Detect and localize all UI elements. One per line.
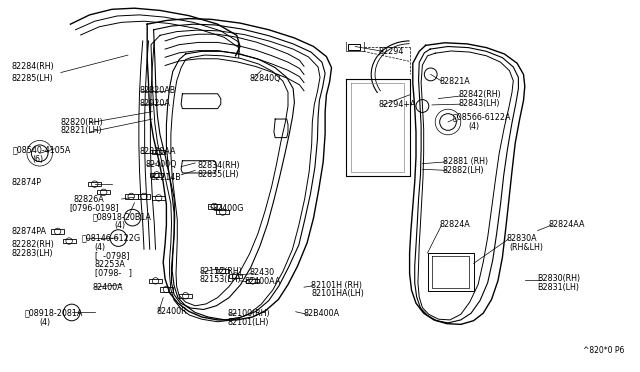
- Text: 82881 (RH): 82881 (RH): [443, 157, 488, 166]
- Bar: [88, 182, 101, 186]
- Text: 82400AA: 82400AA: [244, 277, 281, 286]
- Text: 82101H (RH): 82101H (RH): [311, 281, 362, 290]
- Text: Ⓝ08540-4105A: Ⓝ08540-4105A: [13, 145, 71, 154]
- Text: 82824A: 82824A: [439, 220, 470, 229]
- Text: 82820AB: 82820AB: [140, 86, 176, 94]
- Bar: [63, 239, 76, 243]
- Text: 82820AA: 82820AA: [140, 147, 176, 156]
- Text: 82294+A: 82294+A: [379, 100, 417, 109]
- Text: 82842(RH): 82842(RH): [458, 90, 501, 99]
- Bar: [216, 269, 229, 273]
- Bar: [125, 194, 138, 199]
- Bar: [152, 196, 165, 200]
- Bar: [179, 294, 192, 298]
- Text: 82253A: 82253A: [95, 260, 125, 269]
- Text: Ⓜ08918-2081A: Ⓜ08918-2081A: [24, 309, 83, 318]
- Text: 82821A: 82821A: [439, 77, 470, 86]
- Bar: [149, 279, 162, 283]
- Text: 82430: 82430: [250, 268, 275, 277]
- Text: 82882(LH): 82882(LH): [443, 166, 484, 175]
- Text: 82284(RH): 82284(RH): [12, 62, 54, 71]
- Text: 82840Q: 82840Q: [250, 74, 281, 83]
- Bar: [152, 150, 165, 154]
- Text: 82400G: 82400G: [212, 204, 244, 213]
- Text: 82101(LH): 82101(LH): [227, 318, 269, 327]
- Text: [0796-0198]: [0796-0198]: [69, 203, 119, 212]
- Text: ^820*0 P6: ^820*0 P6: [582, 346, 624, 355]
- Text: 82285(LH): 82285(LH): [12, 74, 53, 83]
- Text: Ⓝ08566-6122A: Ⓝ08566-6122A: [453, 113, 511, 122]
- Text: 82821(LH): 82821(LH): [61, 126, 102, 135]
- Text: 82282(RH): 82282(RH): [12, 240, 54, 249]
- Text: 82153(LH): 82153(LH): [200, 275, 241, 284]
- Text: (4): (4): [40, 318, 51, 327]
- Bar: [348, 44, 360, 50]
- Bar: [97, 190, 110, 195]
- Bar: [160, 287, 173, 292]
- Text: (6): (6): [32, 155, 43, 164]
- Text: 82834(RH): 82834(RH): [197, 161, 240, 170]
- Text: B2831(LH): B2831(LH): [538, 283, 580, 292]
- Text: 82101HA(LH): 82101HA(LH): [311, 289, 364, 298]
- Text: 82874PA: 82874PA: [12, 227, 47, 236]
- Text: (4): (4): [114, 221, 125, 230]
- Text: 82874P: 82874P: [12, 178, 42, 187]
- Text: Ⓜ08918-20B1A: Ⓜ08918-20B1A: [93, 212, 152, 221]
- Text: 82214B: 82214B: [150, 173, 181, 182]
- Text: [0798-   ]: [0798- ]: [95, 268, 132, 277]
- Text: (RH&LH): (RH&LH): [509, 243, 543, 252]
- Text: 82826A: 82826A: [74, 195, 104, 203]
- Bar: [51, 229, 64, 234]
- Text: 82400A: 82400A: [93, 283, 124, 292]
- Text: 82294: 82294: [379, 47, 404, 56]
- Text: (4): (4): [468, 122, 479, 131]
- Text: B2830(RH): B2830(RH): [538, 275, 580, 283]
- Bar: [246, 279, 259, 283]
- Text: (4): (4): [95, 243, 106, 251]
- Text: 82400R: 82400R: [157, 307, 188, 316]
- Bar: [208, 204, 221, 209]
- Text: 82830A: 82830A: [507, 234, 538, 243]
- Text: 82152(RH): 82152(RH): [200, 267, 243, 276]
- Text: 82843(LH): 82843(LH): [458, 99, 500, 108]
- Text: 82100(RH): 82100(RH): [227, 310, 270, 318]
- Text: 82824AA: 82824AA: [548, 220, 585, 229]
- Text: 82B400A: 82B400A: [304, 310, 340, 318]
- Bar: [229, 274, 242, 278]
- Text: [  -0798]: [ -0798]: [95, 251, 129, 260]
- Text: 82283(LH): 82283(LH): [12, 249, 53, 258]
- Bar: [138, 194, 150, 199]
- Bar: [150, 173, 163, 177]
- Text: ⒲08146-6122G: ⒲08146-6122G: [82, 234, 141, 243]
- Text: 82820(RH): 82820(RH): [61, 118, 104, 126]
- Text: 82400Q: 82400Q: [146, 160, 177, 169]
- Text: 82835(LH): 82835(LH): [197, 170, 239, 179]
- Bar: [216, 210, 229, 214]
- Text: 82920A: 82920A: [140, 99, 170, 108]
